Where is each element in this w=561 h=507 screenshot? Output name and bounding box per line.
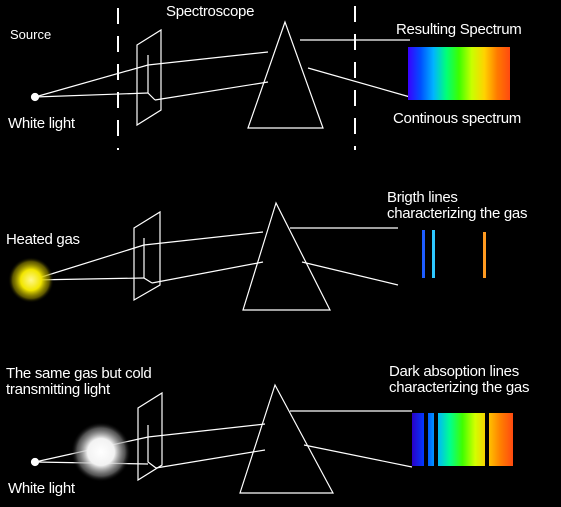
panel-emission xyxy=(31,201,399,311)
emission-line-blue xyxy=(422,230,425,278)
lens-2 xyxy=(133,210,161,302)
white-light-top-label: White light xyxy=(8,115,75,132)
bright-lines-line-1: Brigth lines xyxy=(387,189,458,206)
absorption-spectrum-bar xyxy=(412,413,513,466)
dark-lines-label: Dark absoption lines characterizing the … xyxy=(389,363,530,397)
cold-gas-line-1: The same gas but cold xyxy=(6,365,152,382)
absorption-line-3 xyxy=(485,413,489,466)
continuous-spectrum-label: Continous spectrum xyxy=(393,110,521,127)
prism-1 xyxy=(247,20,324,129)
emission-line-orange xyxy=(483,232,486,278)
heated-gas-label: Heated gas xyxy=(6,231,80,248)
bright-lines-line-2: characterizing the gas xyxy=(387,205,528,223)
absorption-spectrum xyxy=(412,413,513,466)
emission-lines xyxy=(422,230,486,278)
resulting-spectrum-label: Resulting Spectrum xyxy=(396,21,522,38)
prism-3 xyxy=(239,383,335,494)
cold-gas-glow xyxy=(71,422,131,482)
spectroscope-label: Spectroscope xyxy=(166,3,255,20)
white-light-bottom-label: White light xyxy=(8,480,75,497)
cold-gas-line-2: transmitting light xyxy=(6,381,110,399)
bright-lines-label: Brigth lines characterizing the gas xyxy=(387,189,528,223)
prism-2 xyxy=(242,201,331,311)
emission-line-cyan xyxy=(432,230,435,278)
dark-lines-line-2: characterizing the gas xyxy=(389,379,530,397)
lens-3 xyxy=(137,391,163,482)
dark-lines-line-1: Dark absoption lines xyxy=(389,363,519,380)
cold-gas-label: The same gas but cold transmitting light xyxy=(6,365,152,399)
absorption-line-2 xyxy=(434,413,438,466)
panel-continuous xyxy=(30,6,411,150)
absorption-line-1 xyxy=(424,413,428,466)
lens-1 xyxy=(136,28,162,127)
continuous-spectrum-bar xyxy=(408,47,510,100)
source-label: Source xyxy=(10,27,52,42)
heated-gas-glow xyxy=(8,257,54,303)
